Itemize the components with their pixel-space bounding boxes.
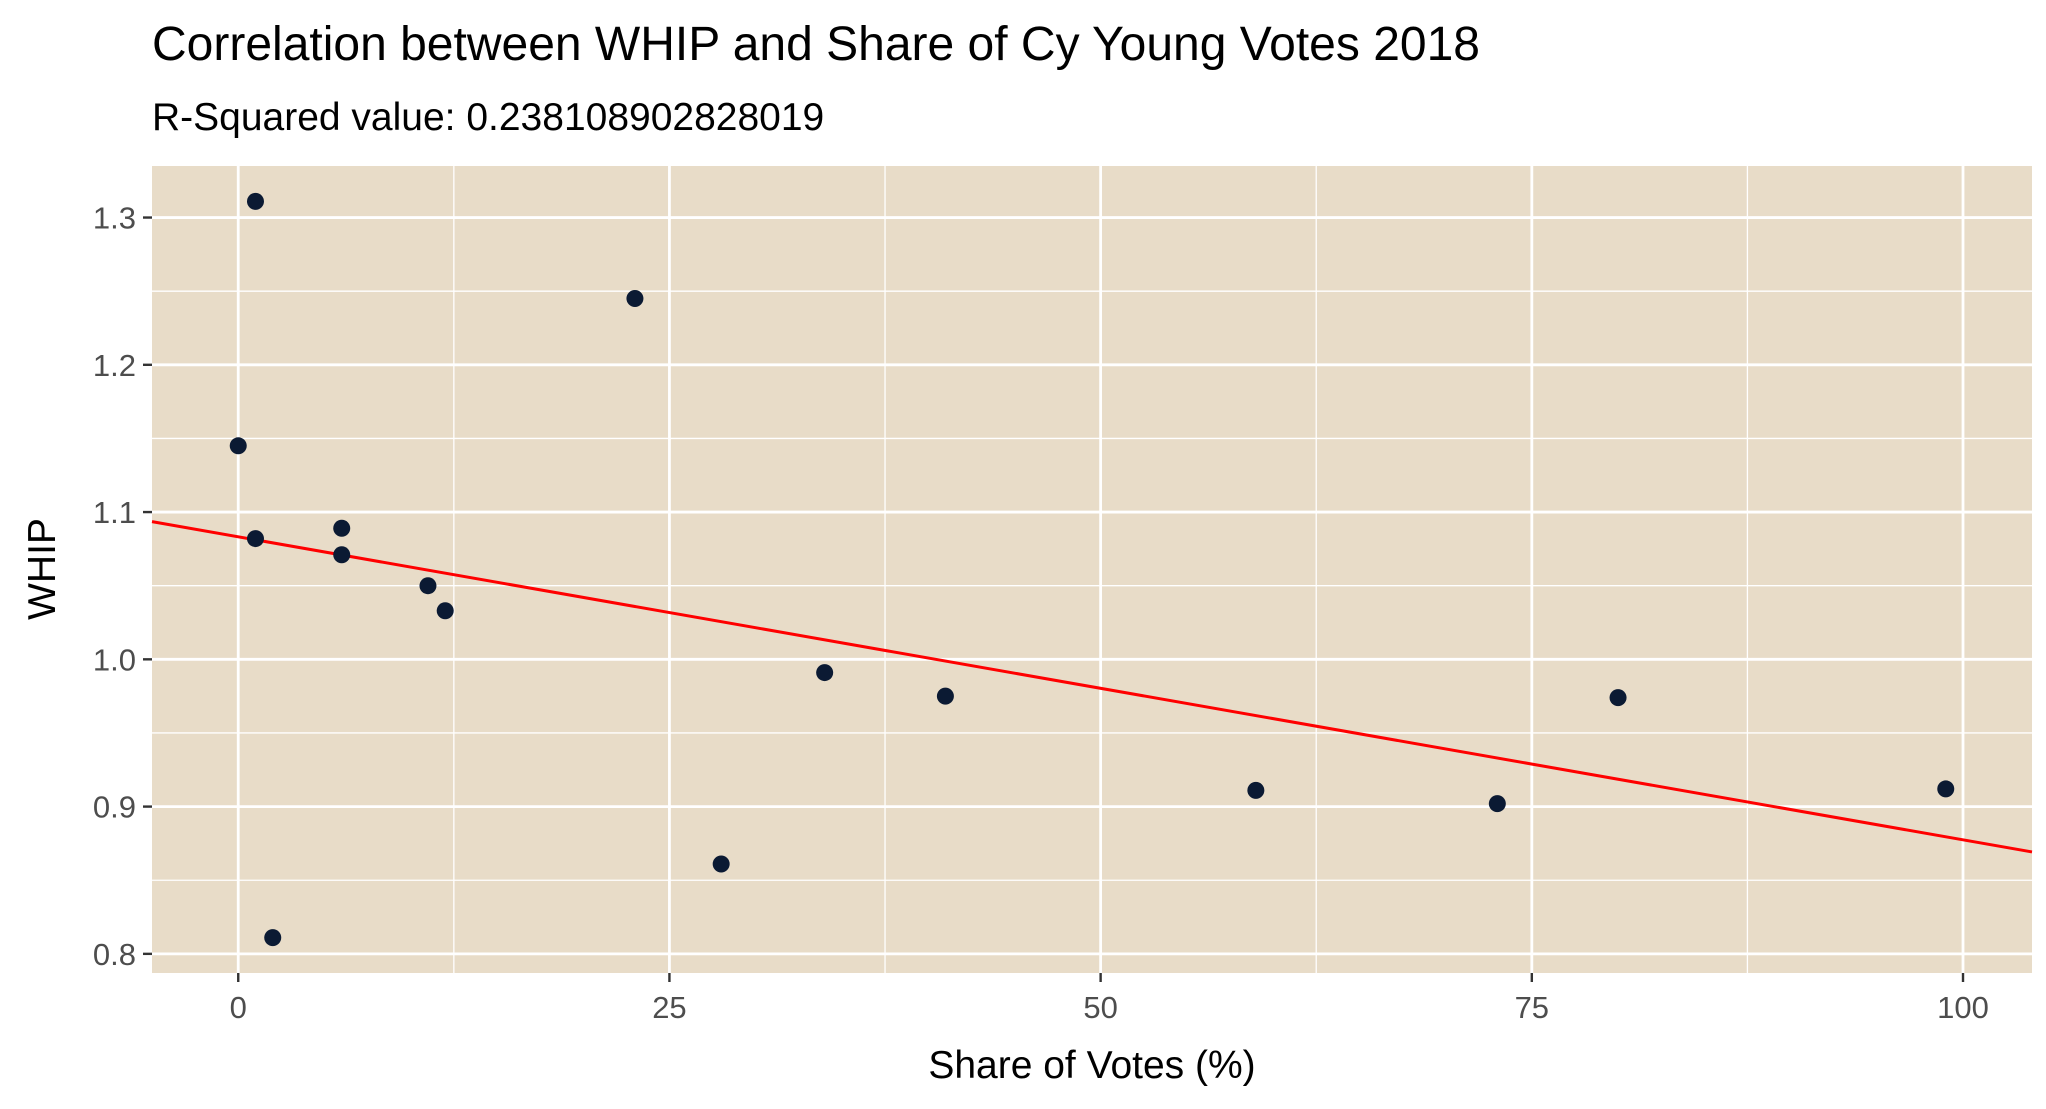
data-point (936, 687, 954, 705)
grid-minor (152, 166, 2032, 973)
data-point (436, 602, 454, 620)
data-point (264, 929, 282, 947)
data-point (246, 530, 264, 548)
y-axis-title: WHIP (21, 518, 64, 620)
y-axis: 0.8 0.9 1.0 1.1 1.2 1.3 (93, 201, 152, 972)
x-tick-label: 0 (230, 990, 247, 1025)
data-point (1488, 795, 1506, 813)
x-tick-label: 25 (652, 990, 686, 1025)
data-point (333, 546, 351, 564)
chart-title: Correlation between WHIP and Share of Cy… (152, 18, 1480, 71)
y-tick-label: 1.1 (93, 495, 136, 530)
y-tick-label: 1.3 (93, 201, 136, 236)
data-point (712, 855, 730, 873)
y-tick-label: 0.9 (93, 790, 136, 825)
plot-panel (152, 166, 2032, 973)
data-point (626, 290, 644, 308)
data-points (229, 192, 1955, 947)
y-tick-label: 1.0 (93, 642, 136, 677)
y-tick-label: 1.2 (93, 348, 136, 383)
trend-line (151, 520, 2033, 854)
data-point (1937, 780, 1955, 798)
data-point (1609, 689, 1627, 707)
x-axis-title: Share of Votes (%) (928, 1044, 1255, 1087)
data-point (816, 664, 834, 682)
y-tick-label: 0.8 (93, 937, 136, 972)
data-point (333, 519, 351, 537)
data-point (1247, 781, 1265, 799)
x-tick-label: 75 (1515, 990, 1549, 1025)
x-tick-label: 50 (1083, 990, 1117, 1025)
x-tick-label: 100 (1937, 990, 1989, 1025)
x-axis: 0 25 50 75 100 (230, 973, 1989, 1025)
data-point (246, 192, 264, 210)
data-point (229, 437, 247, 455)
data-point (419, 577, 437, 595)
chart-subtitle: R-Squared value: 0.238108902828019 (152, 96, 824, 139)
